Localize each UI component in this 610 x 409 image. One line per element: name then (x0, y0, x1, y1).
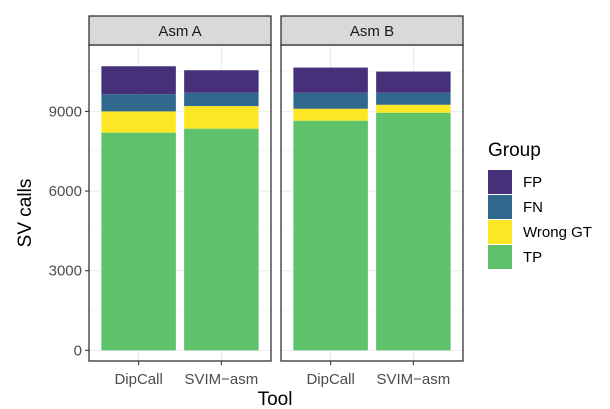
bar-segment-fp (376, 71, 451, 93)
legend-label: FN (523, 199, 543, 216)
y-tick-label: 6000 (49, 183, 82, 200)
bar-segment-wrong-gt (293, 108, 368, 121)
facet-panels: Asm A Asm B (88, 15, 464, 362)
bar-segment-fn (376, 92, 451, 105)
legend: Group FP FN Wrong GT TP (488, 140, 592, 269)
facet-panel-1: Asm A (88, 15, 272, 362)
bar-segment-fp (184, 70, 259, 93)
facet-panel-2: Asm B (280, 15, 464, 362)
facet-strip (88, 15, 272, 46)
legend-label: FP (523, 174, 542, 191)
x-tick-label: SVIM−asm (184, 371, 258, 388)
facet-strip (280, 15, 464, 46)
facet-strip-label: Asm A (158, 23, 201, 40)
y-axis-title: SV calls (15, 179, 36, 248)
facet-strip-label: Asm B (350, 23, 394, 40)
x-tick-label: DipCall (306, 371, 354, 388)
bar-segment-tp (376, 112, 451, 351)
legend-key-tp (488, 245, 512, 269)
x-tick-label: SVIM−asm (376, 371, 450, 388)
bar-segment-fn (184, 92, 259, 107)
bar-segment-tp (293, 120, 368, 351)
bar-segment-fp (293, 67, 368, 93)
y-axis: 0 3000 6000 9000 (49, 103, 89, 359)
y-tick-label: 0 (74, 342, 82, 359)
legend-label: Wrong GT (523, 224, 592, 241)
legend-title: Group (488, 140, 541, 161)
legend-key-fp (488, 170, 512, 194)
bar-segment-wrong-gt (184, 106, 259, 129)
legend-label: TP (523, 249, 542, 266)
bar-segment-tp (101, 132, 176, 351)
x-axis-title: Tool (258, 389, 293, 409)
y-tick-label: 9000 (49, 103, 82, 120)
legend-key-fn (488, 195, 512, 219)
legend-key-wrong-gt (488, 220, 512, 244)
bar-segment-tp (184, 128, 259, 351)
bar-segment-wrong-gt (101, 111, 176, 133)
x-axis: DipCall SVIM−asm DipCall SVIM−asm (114, 361, 450, 388)
bar-segment-fn (101, 94, 176, 112)
bar-segment-fn (293, 92, 368, 109)
bar-segment-fp (101, 66, 176, 95)
y-tick-label: 3000 (49, 263, 82, 280)
bar-segment-wrong-gt (376, 104, 451, 113)
x-tick-label: DipCall (114, 371, 162, 388)
